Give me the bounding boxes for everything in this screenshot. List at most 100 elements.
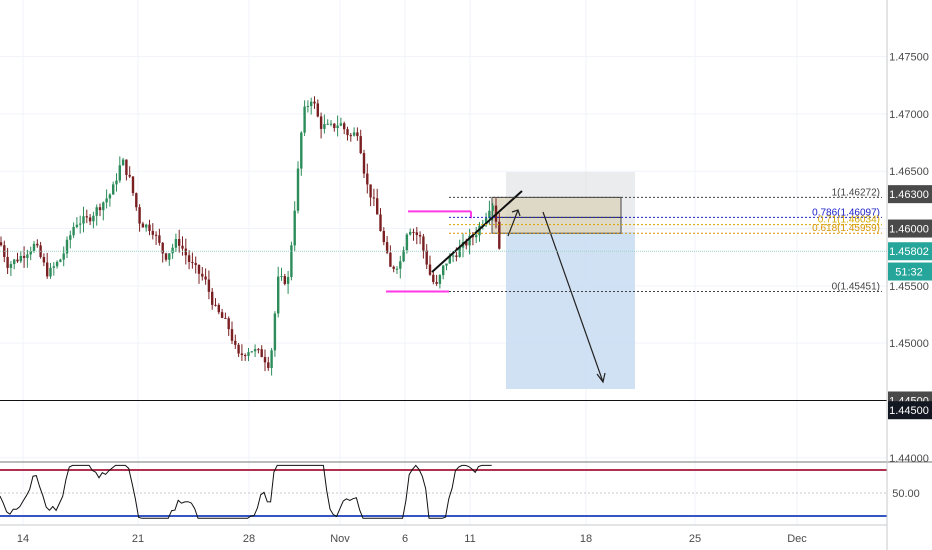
candle-body <box>412 231 415 233</box>
candle-body <box>339 123 343 126</box>
candle-body <box>267 362 270 368</box>
candle-body <box>98 207 102 211</box>
candle-body <box>95 207 98 216</box>
candle-body <box>108 194 112 199</box>
candle-body <box>65 239 69 254</box>
up-arrow <box>507 209 519 237</box>
time-tick-label: Nov <box>330 533 350 545</box>
down-arrow <box>542 211 604 383</box>
fib-label: 0(1.45451) <box>832 281 880 292</box>
candle-body <box>253 349 257 352</box>
candle-body <box>145 224 148 228</box>
candle-body <box>0 242 3 246</box>
candle-body <box>458 247 461 257</box>
candle-body <box>280 276 283 278</box>
candle-body <box>283 276 286 284</box>
trend-line <box>431 190 523 273</box>
candle-body <box>230 329 234 341</box>
candle-body <box>32 243 36 252</box>
candle-body <box>484 218 488 225</box>
supply-zone-box <box>491 196 622 234</box>
candle-body <box>201 273 204 277</box>
candle-body <box>402 250 405 262</box>
candle-body <box>154 234 158 236</box>
candle-body <box>303 106 306 133</box>
candle-body <box>432 274 435 282</box>
candle-body <box>240 353 244 356</box>
candle-body <box>352 132 356 136</box>
candle-body <box>306 106 310 108</box>
candle-body <box>52 266 55 268</box>
candle-body <box>46 262 49 277</box>
time-axis[interactable]: 14 21 28 Nov 6 11 18 25 Dec <box>0 524 887 545</box>
candle-body <box>336 125 339 129</box>
candle-body <box>184 248 187 256</box>
candle-body <box>425 250 428 265</box>
candle-body <box>409 231 412 235</box>
price-tag <box>888 262 932 281</box>
time-tick-label: Dec <box>787 533 807 545</box>
candle-body <box>448 256 451 264</box>
candle-body <box>6 256 9 268</box>
candle-body <box>250 351 253 353</box>
price-tag-label: 1.45802 <box>889 246 929 258</box>
candle-body <box>16 259 19 262</box>
candle-body <box>359 136 362 154</box>
candle-body <box>125 159 128 175</box>
candle-body <box>102 202 105 211</box>
candle-body <box>296 168 300 211</box>
candle-body <box>366 173 369 185</box>
candle-body <box>72 226 75 236</box>
candle-body <box>197 264 201 274</box>
price-tag <box>888 219 932 238</box>
candle-body <box>237 344 240 354</box>
candles <box>0 96 501 376</box>
candle-body <box>168 253 171 260</box>
price-tag <box>888 401 932 420</box>
candle-body <box>372 197 376 199</box>
candle-body <box>191 261 194 264</box>
target-zone-box <box>506 232 635 389</box>
candle-body <box>36 243 39 246</box>
fib-label: 0.786(1.46097) <box>812 207 880 218</box>
price-axis[interactable]: 1.47500 1.47000 1.46500 1.46000 1.45500 1.450… <box>886 0 932 550</box>
candle-body <box>445 263 448 266</box>
candle-body <box>362 153 366 174</box>
candle-body <box>418 235 422 237</box>
rsi-tick-label: 50.00 <box>892 488 920 500</box>
candle-body <box>42 256 46 263</box>
candle-body <box>343 123 346 130</box>
price-tag-label: 51:32 <box>895 267 923 279</box>
candle-body <box>174 239 178 248</box>
candle-body <box>224 317 227 319</box>
candle-body <box>442 265 445 276</box>
candle-body <box>13 259 16 265</box>
candle-body <box>310 101 313 107</box>
candle-body <box>214 304 217 306</box>
candle-body <box>273 313 277 351</box>
candle-body <box>151 230 154 235</box>
candle-body <box>69 235 72 240</box>
candle-body <box>260 349 263 358</box>
candle-body <box>121 159 125 166</box>
time-tick-label: 6 <box>402 533 408 545</box>
candle-body <box>498 221 501 249</box>
time-tick-label: 21 <box>132 533 144 545</box>
candle-body <box>465 241 468 246</box>
time-tick-label: 14 <box>17 533 29 545</box>
candle-body <box>105 198 108 203</box>
candle-body <box>148 224 151 231</box>
price-tag-label: 1.46300 <box>889 189 929 201</box>
fibonacci: 1(1.46272) 0.786(1.46097)0.71(1.46034)0.6… <box>449 187 882 292</box>
candle-body <box>79 223 82 225</box>
candle-body <box>369 184 372 198</box>
price-tag <box>888 242 932 261</box>
time-tick-label: 11 <box>464 533 475 545</box>
price-tick-label: 1.45000 <box>889 338 929 350</box>
candle-body <box>316 103 319 117</box>
candle-body <box>9 264 13 268</box>
rsi-pane: 50.00 <box>0 461 932 519</box>
candle-body <box>389 252 392 267</box>
candle-body <box>22 255 26 258</box>
